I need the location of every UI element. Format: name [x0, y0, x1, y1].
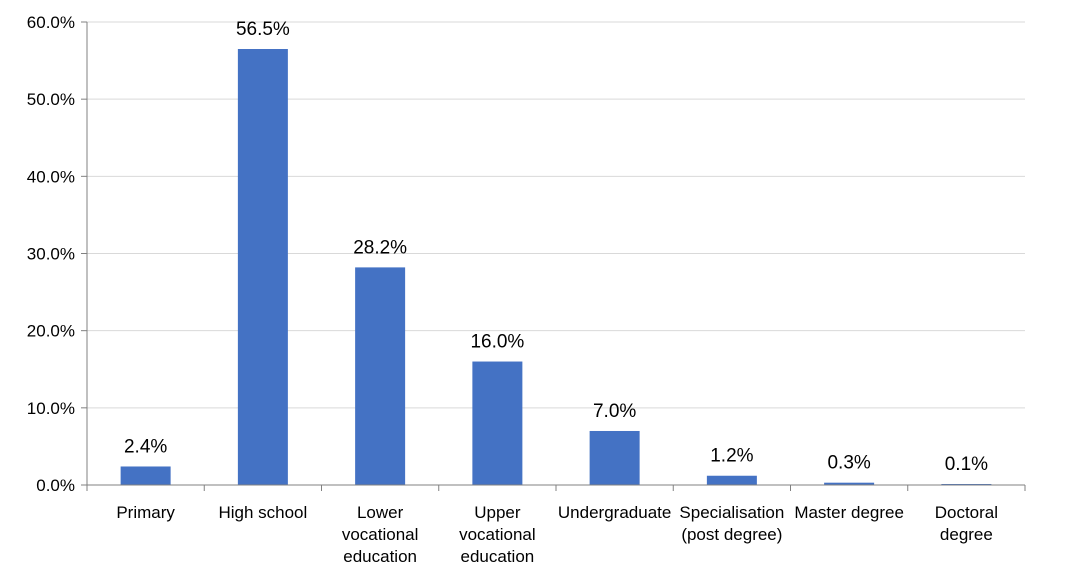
- data-label: 0.1%: [945, 454, 988, 475]
- data-label: 0.3%: [827, 453, 870, 474]
- bar: [824, 482, 875, 485]
- data-label: 28.2%: [353, 237, 407, 258]
- x-category-label: Specialisation (post degree): [679, 503, 784, 544]
- bar: [706, 475, 757, 485]
- x-category-label-line: Master degree: [794, 503, 904, 522]
- y-tick-label: 20.0%: [27, 322, 75, 341]
- x-category-label-line: degree: [940, 525, 993, 544]
- bar: [589, 430, 640, 485]
- x-category-label-line: vocational: [342, 525, 419, 544]
- data-label: 56.5%: [236, 19, 290, 40]
- x-category-label-line: vocational: [459, 525, 536, 544]
- data-label: 7.0%: [593, 401, 636, 422]
- y-tick-label: 30.0%: [27, 245, 75, 264]
- x-category-label-line: (post degree): [681, 525, 782, 544]
- x-category-label: Master degree: [794, 503, 904, 522]
- y-tick-label: 0.0%: [36, 476, 75, 495]
- x-category-label-line: Undergraduate: [558, 503, 671, 522]
- x-category-label: Undergraduate: [558, 503, 671, 522]
- bars: [120, 49, 992, 486]
- x-category-label: Primary: [116, 503, 175, 522]
- bar: [120, 466, 171, 485]
- data-label: 2.4%: [124, 436, 167, 457]
- y-axis-tick-labels: 0.0% 10.0% 20.0% 30.0% 40.0% 50.0% 60.0%: [27, 13, 75, 495]
- y-tick-label: 10.0%: [27, 399, 75, 418]
- bar: [472, 361, 523, 485]
- y-tick-label: 50.0%: [27, 90, 75, 109]
- x-category-label-line: Doctoral: [935, 503, 998, 522]
- data-labels: 2.4% 56.5% 28.2% 16.0% 7.0% 1.2% 0.3% 0.1%: [124, 19, 988, 475]
- data-label: 16.0%: [470, 332, 524, 353]
- axes: [81, 21, 1026, 491]
- x-category-label-line: Primary: [116, 503, 175, 522]
- x-category-label-line: Upper: [474, 503, 521, 522]
- x-category-label-line: education: [461, 547, 535, 566]
- x-category-label-line: Lower: [357, 503, 404, 522]
- gridlines: [87, 21, 1025, 409]
- x-category-label: Doctoral degree: [935, 503, 998, 544]
- y-tick-label: 40.0%: [27, 167, 75, 186]
- bar: [237, 49, 288, 486]
- x-category-label: Lower vocational education: [342, 503, 419, 566]
- x-category-label-line: education: [343, 547, 417, 566]
- bar: [355, 267, 406, 485]
- x-category-label-line: High school: [218, 503, 307, 522]
- x-category-label-line: Specialisation: [679, 503, 784, 522]
- x-category-label: High school: [218, 503, 307, 522]
- x-category-label: Upper vocational education: [459, 503, 536, 566]
- y-tick-label: 60.0%: [27, 13, 75, 32]
- data-label: 1.2%: [710, 446, 753, 467]
- x-axis-category-labels: Primary High school Lower vocational educati…: [116, 503, 998, 566]
